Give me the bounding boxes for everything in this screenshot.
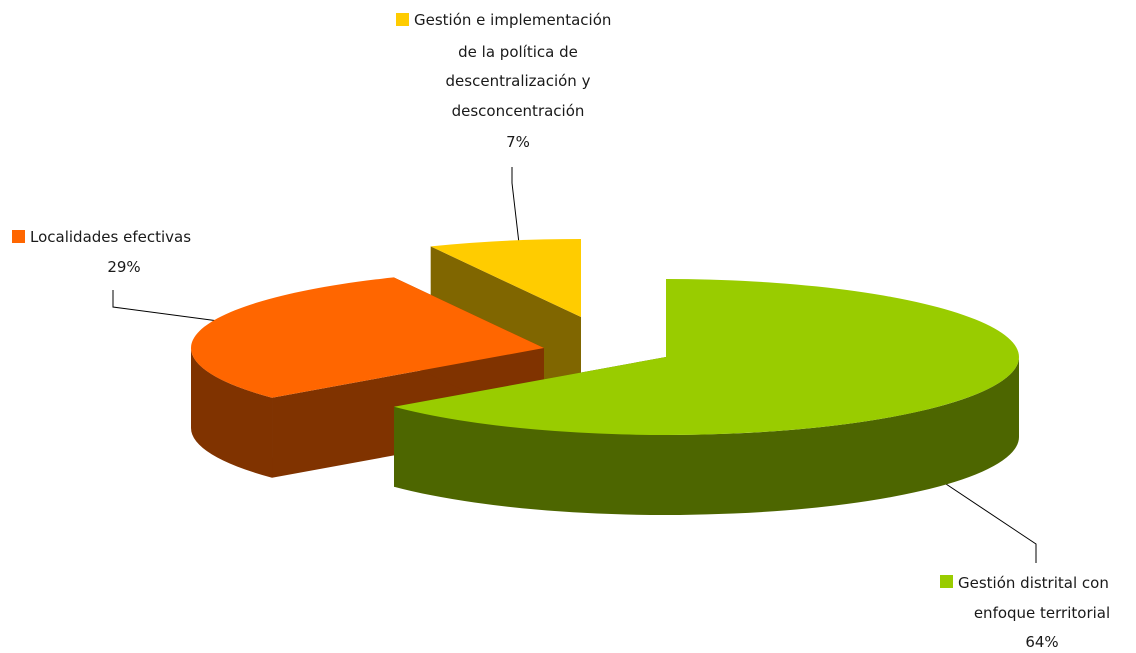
leader-line-descentralizacion bbox=[511, 167, 521, 253]
label-localidades-value: 29% bbox=[107, 258, 140, 276]
label-descentralizacion-line3: descentralización y bbox=[446, 72, 591, 90]
label-descentralizacion-line1: Gestión e implementación bbox=[414, 11, 611, 29]
label-gestion-distrital-line1: Gestión distrital con bbox=[958, 574, 1109, 592]
legend-key-gestion-distrital bbox=[940, 575, 953, 588]
leader-line-localidades bbox=[112, 290, 227, 323]
label-descentralizacion-value: 7% bbox=[506, 133, 530, 151]
legend-key-localidades bbox=[12, 230, 25, 243]
label-descentralizacion: Gestión e implementación de la política … bbox=[396, 11, 611, 151]
pie-slice-descentralizacion-top bbox=[430, 239, 581, 317]
pie-slice-gestion-distrital-rim-0 bbox=[394, 357, 1020, 516]
label-gestion-distrital-line2: enfoque territorial bbox=[974, 604, 1110, 622]
label-descentralizacion-line4: desconcentración bbox=[452, 102, 585, 120]
pie-slice-gestion-distrital bbox=[394, 279, 1020, 516]
label-descentralizacion-line2: de la política de bbox=[458, 43, 578, 61]
leader-line-gestion-distrital bbox=[936, 477, 1037, 563]
pie-slice-gestion-distrital-top bbox=[394, 279, 1020, 436]
pie-slice-localidades-rim-0 bbox=[191, 348, 273, 478]
legend-key-descentralizacion bbox=[396, 13, 409, 26]
label-gestion-distrital-value: 64% bbox=[1025, 633, 1058, 651]
label-localidades: Localidades efectivas 29% bbox=[12, 228, 191, 276]
label-localidades-line1: Localidades efectivas bbox=[30, 228, 191, 246]
pie-slices bbox=[190, 239, 1020, 516]
pie-slice-localidades-top bbox=[190, 277, 544, 398]
label-gestion-distrital: Gestión distrital con enfoque territoria… bbox=[940, 574, 1110, 651]
